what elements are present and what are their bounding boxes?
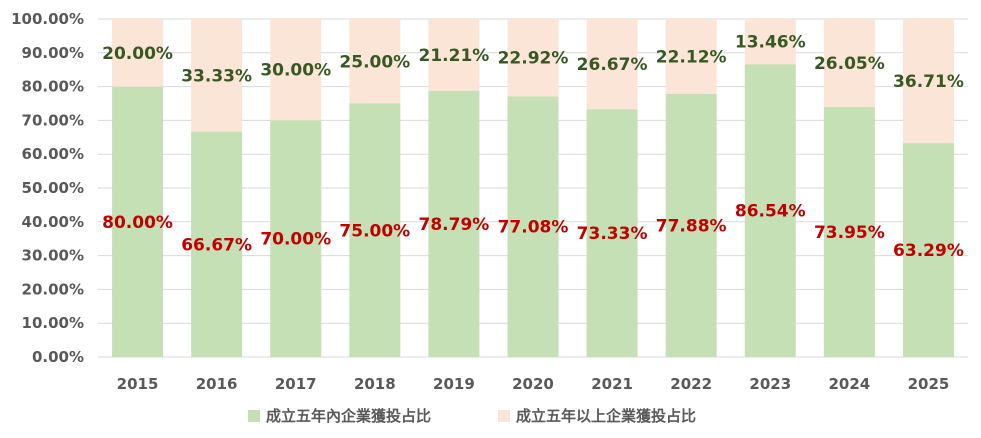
bar-segment-within-5-years [586,109,638,358]
x-tick-label: 2019 [433,375,475,393]
bars [112,19,954,358]
y-tick-label: 100.00% [11,10,84,28]
data-label-over-5-years: 26.05% [814,54,885,74]
y-tick-label: 0.00% [32,348,84,366]
x-tick-label: 2021 [591,375,633,393]
data-label-over-5-years: 33.33% [181,66,252,86]
bar-segment-within-5-years [270,120,322,358]
bar-segment-within-5-years [744,64,796,357]
bar-segment-over-5-years [744,19,796,65]
y-tick-label: 30.00% [22,247,84,265]
data-label-within-5-years: 77.08% [498,218,569,238]
data-label-within-5-years: 70.00% [260,230,331,250]
x-tick-label: 2023 [749,375,791,393]
bar-segment-over-5-years [112,19,164,87]
y-axis: 0.00% 10.00% 20.00% 30.00% 40.00% 50.00% 60.00… [11,10,84,366]
y-tick-label: 50.00% [22,179,84,197]
data-label-within-5-years: 66.67% [181,235,252,255]
legend-swatch-within-5-years [248,410,260,422]
x-tick-label: 2025 [908,375,950,393]
bar-segment-over-5-years [665,19,717,94]
x-axis: 2015 2016 2017 2018 2019 2020 2021 2022 2023 2024… [117,375,950,393]
x-tick-label: 2015 [117,375,159,393]
data-label-over-5-years: 30.00% [260,61,331,81]
bar-segment-within-5-years [349,103,401,357]
y-tick-label: 70.00% [22,111,84,129]
bar-segment-over-5-years [823,19,875,108]
data-labels: 80.00% 20.00% 66.67% 33.33% 70.00% 30.00% 75.0… [102,33,964,261]
bar-segment-over-5-years [507,19,559,97]
bar-segment-within-5-years [902,143,954,357]
bar-segment-over-5-years [191,19,243,132]
x-tick-label: 2017 [275,375,317,393]
data-label-over-5-years: 22.12% [656,47,727,67]
data-label-within-5-years: 73.95% [814,223,885,243]
y-tick-label: 20.00% [22,280,84,298]
data-label-within-5-years: 75.00% [339,221,410,241]
x-tick-label: 2022 [670,375,712,393]
bar-segment-within-5-years [112,86,164,357]
bar-segment-within-5-years [428,90,480,358]
y-tick-label: 10.00% [22,314,84,332]
data-label-over-5-years: 13.46% [735,33,806,53]
data-label-within-5-years: 73.33% [577,224,648,244]
bar-segment-over-5-years [428,19,480,91]
data-label-within-5-years: 78.79% [419,215,490,235]
y-tick-label: 90.00% [22,44,84,62]
bar-segment-within-5-years [507,96,559,357]
bar-segment-over-5-years [902,19,954,144]
bar-segment-within-5-years [823,107,875,357]
data-label-within-5-years: 86.54% [735,202,806,222]
data-label-over-5-years: 22.92% [498,49,569,69]
bar-segment-over-5-years [586,19,638,110]
legend-swatch-over-5-years [498,410,510,422]
bar-segment-over-5-years [270,19,322,121]
data-label-within-5-years: 63.29% [893,241,964,261]
data-label-over-5-years: 36.71% [893,72,964,92]
data-label-over-5-years: 21.21% [419,46,490,66]
x-tick-label: 2016 [196,375,238,393]
bar-segment-over-5-years [349,19,401,104]
bar-segment-within-5-years [191,131,243,357]
x-tick-label: 2018 [354,375,396,393]
x-tick-label: 2020 [512,375,554,393]
y-tick-label: 80.00% [22,78,84,96]
bar-segment-within-5-years [665,93,717,358]
legend-label-within-5-years: 成立五年內企業獲投占比 [266,407,431,425]
data-label-within-5-years: 80.00% [102,213,173,233]
y-tick-label: 60.00% [22,145,84,163]
x-tick-label: 2024 [828,375,870,393]
data-label-over-5-years: 20.00% [102,44,173,64]
legend-label-over-5-years: 成立五年以上企業獲投占比 [516,407,696,425]
y-tick-label: 40.00% [22,213,84,231]
data-label-over-5-years: 25.00% [339,52,410,72]
data-label-over-5-years: 26.67% [577,55,648,75]
data-label-within-5-years: 77.88% [656,216,727,236]
legend: 成立五年內企業獲投占比 成立五年以上企業獲投占比 [248,407,696,425]
